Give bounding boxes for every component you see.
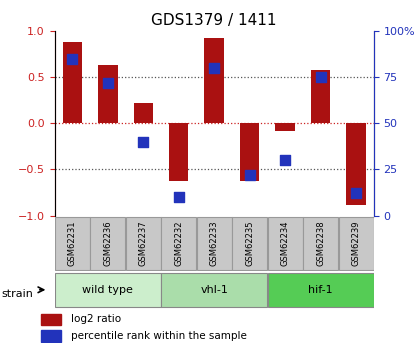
Point [69,56,76,61]
Point [211,65,218,71]
Text: GSM62239: GSM62239 [352,220,360,266]
Bar [63,42,82,124]
Text: strain: strain [2,289,34,299]
Bar [240,124,260,180]
FancyBboxPatch shape [339,217,374,270]
Bar [205,38,224,124]
Bar [134,103,153,124]
FancyBboxPatch shape [161,217,196,270]
Point [246,172,253,178]
Text: GSM62234: GSM62234 [281,220,290,266]
Bar [276,124,295,131]
Title: GDS1379 / 1411: GDS1379 / 1411 [152,13,277,29]
Text: GSM62231: GSM62231 [68,220,77,266]
FancyBboxPatch shape [126,217,161,270]
FancyBboxPatch shape [268,273,374,307]
Point [317,75,324,80]
Point [282,157,289,163]
FancyBboxPatch shape [90,217,125,270]
Bar [311,70,331,124]
Text: GSM62233: GSM62233 [210,220,219,266]
Text: GSM62238: GSM62238 [316,220,325,266]
Point [140,139,147,145]
Point [176,194,182,200]
FancyBboxPatch shape [303,217,338,270]
Text: GSM62235: GSM62235 [245,220,254,266]
FancyBboxPatch shape [55,217,90,270]
Text: GSM62236: GSM62236 [103,220,112,266]
Bar [41,314,61,325]
Text: log2 ratio: log2 ratio [71,314,121,324]
Text: GSM62232: GSM62232 [174,220,183,266]
FancyBboxPatch shape [55,273,161,307]
Point [105,80,111,86]
Bar [169,124,189,180]
FancyBboxPatch shape [268,217,303,270]
FancyBboxPatch shape [161,273,267,307]
Text: vhl-1: vhl-1 [200,285,228,295]
Text: hif-1: hif-1 [308,285,333,295]
FancyBboxPatch shape [232,217,267,270]
Text: percentile rank within the sample: percentile rank within the sample [71,331,247,341]
Bar [346,124,366,205]
Point [353,191,360,196]
Bar [98,65,118,124]
Text: wild type: wild type [82,285,133,295]
Text: GSM62237: GSM62237 [139,220,148,266]
Bar [41,330,61,342]
FancyBboxPatch shape [197,217,232,270]
